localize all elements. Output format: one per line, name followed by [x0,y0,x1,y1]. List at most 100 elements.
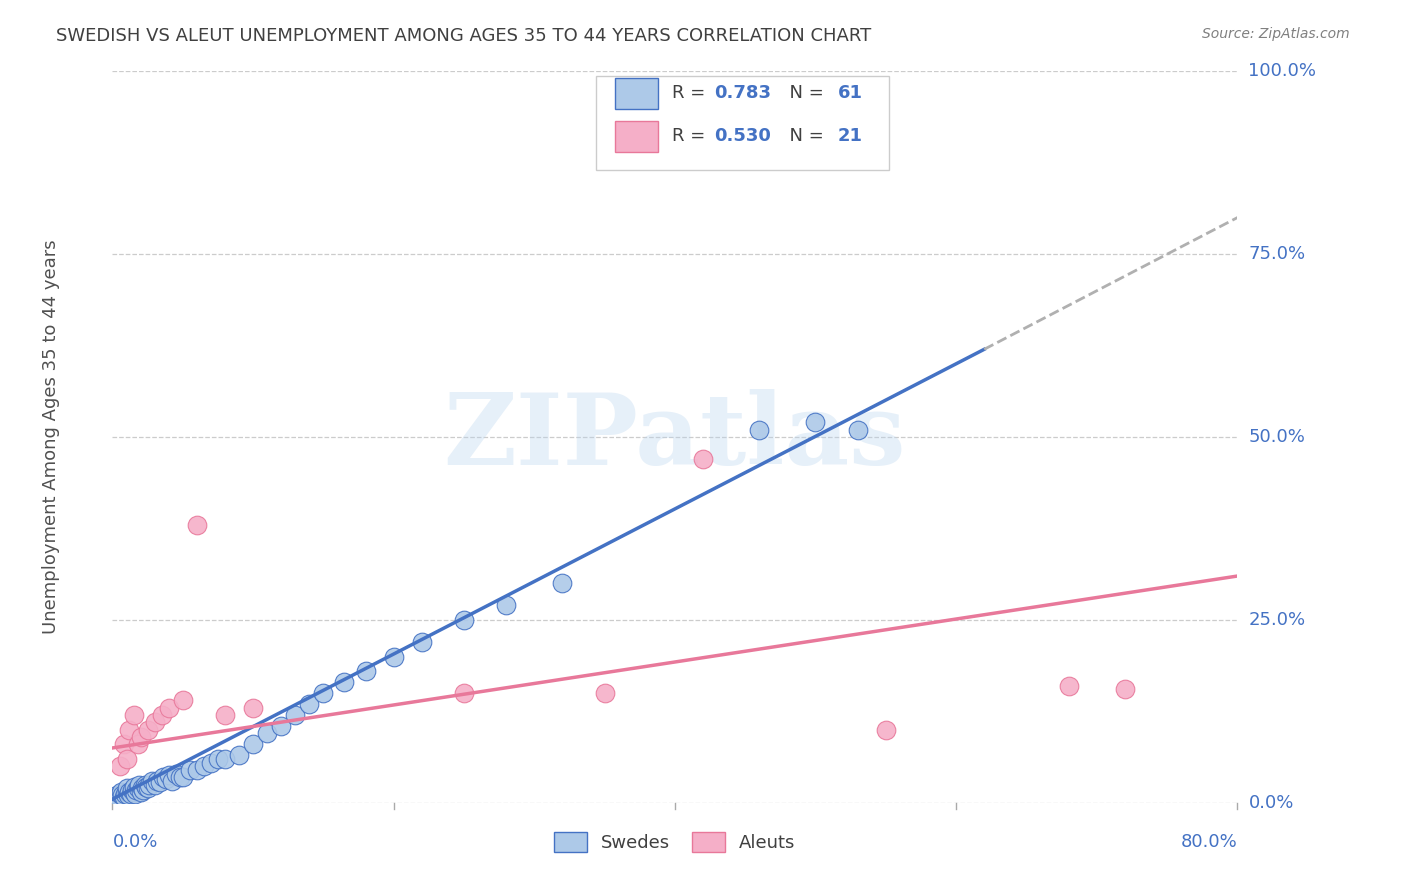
Text: SWEDISH VS ALEUT UNEMPLOYMENT AMONG AGES 35 TO 44 YEARS CORRELATION CHART: SWEDISH VS ALEUT UNEMPLOYMENT AMONG AGES… [56,27,872,45]
Point [157,768,180,782]
Point [150,708,173,723]
Point [110,785,132,799]
Text: 100.0%: 100.0% [1249,62,1316,80]
Point [143,715,166,730]
Point [354,664,377,678]
Point [115,781,138,796]
FancyBboxPatch shape [616,78,658,109]
Point [120,787,142,801]
Point [118,723,141,737]
Point [108,759,131,773]
Point [118,785,141,799]
Text: Unemployment Among Ages 35 to 44 years: Unemployment Among Ages 35 to 44 years [42,240,59,634]
Text: N =: N = [779,128,830,145]
Text: 80.0%: 80.0% [1181,833,1237,851]
Point [333,675,356,690]
Point [193,759,215,773]
Point [141,773,163,788]
Text: R =: R = [672,85,710,103]
Point [172,693,194,707]
Point [136,781,159,796]
Point [127,737,149,751]
Point [551,576,574,591]
Point [242,737,264,751]
Point [214,708,236,723]
Point [128,778,150,792]
Point [495,599,517,613]
Point [875,723,897,737]
Point [157,700,180,714]
Point [122,708,145,723]
Point [411,635,433,649]
Point [114,787,136,801]
Text: 0.530: 0.530 [714,128,770,145]
Point [155,772,177,787]
Point [129,730,152,744]
Point [214,752,236,766]
Text: 25.0%: 25.0% [1249,611,1306,629]
Point [108,787,131,801]
Point [149,775,172,789]
Point [179,763,201,777]
Text: 75.0%: 75.0% [1249,245,1306,263]
Point [165,766,187,780]
Point [136,723,159,737]
Point [453,686,475,700]
Legend: Swedes, Aleuts: Swedes, Aleuts [547,824,803,860]
Point [115,752,138,766]
Point [692,452,714,467]
Point [111,789,134,803]
Text: 61: 61 [838,85,863,103]
Point [228,748,250,763]
Point [112,789,135,804]
Point [135,780,157,794]
Point [129,785,152,799]
Point [846,423,869,437]
Point [127,781,149,796]
Point [1114,682,1136,697]
Point [112,737,135,751]
FancyBboxPatch shape [596,77,889,170]
Point [256,726,278,740]
Point [284,708,307,723]
Point [298,697,321,711]
Point [270,719,292,733]
Point [748,423,770,437]
Point [117,789,139,803]
Text: 0.0%: 0.0% [1249,794,1294,812]
Point [121,782,143,797]
Point [124,787,146,801]
Point [1057,679,1080,693]
Point [104,792,127,806]
Point [132,782,155,797]
Point [115,785,138,799]
Point [122,780,145,794]
Point [169,770,191,784]
Point [453,613,475,627]
Text: R =: R = [672,128,710,145]
Point [242,700,264,714]
Point [312,686,335,700]
Text: 0.783: 0.783 [714,85,772,103]
Point [160,773,183,788]
Point [134,778,156,792]
Point [593,686,616,700]
Point [207,752,229,766]
Point [138,778,160,792]
Point [186,763,208,777]
Point [143,778,166,792]
Point [186,517,208,532]
Text: ZIPatlas: ZIPatlas [444,389,905,485]
FancyBboxPatch shape [616,121,658,152]
Point [122,785,145,799]
Point [125,782,148,797]
Point [107,789,129,804]
Text: Source: ZipAtlas.com: Source: ZipAtlas.com [1202,27,1350,41]
Point [146,773,169,788]
Point [105,789,128,803]
Point [172,770,194,784]
Point [200,756,222,770]
Text: 21: 21 [838,128,863,145]
Point [131,781,153,796]
Text: N =: N = [779,85,830,103]
